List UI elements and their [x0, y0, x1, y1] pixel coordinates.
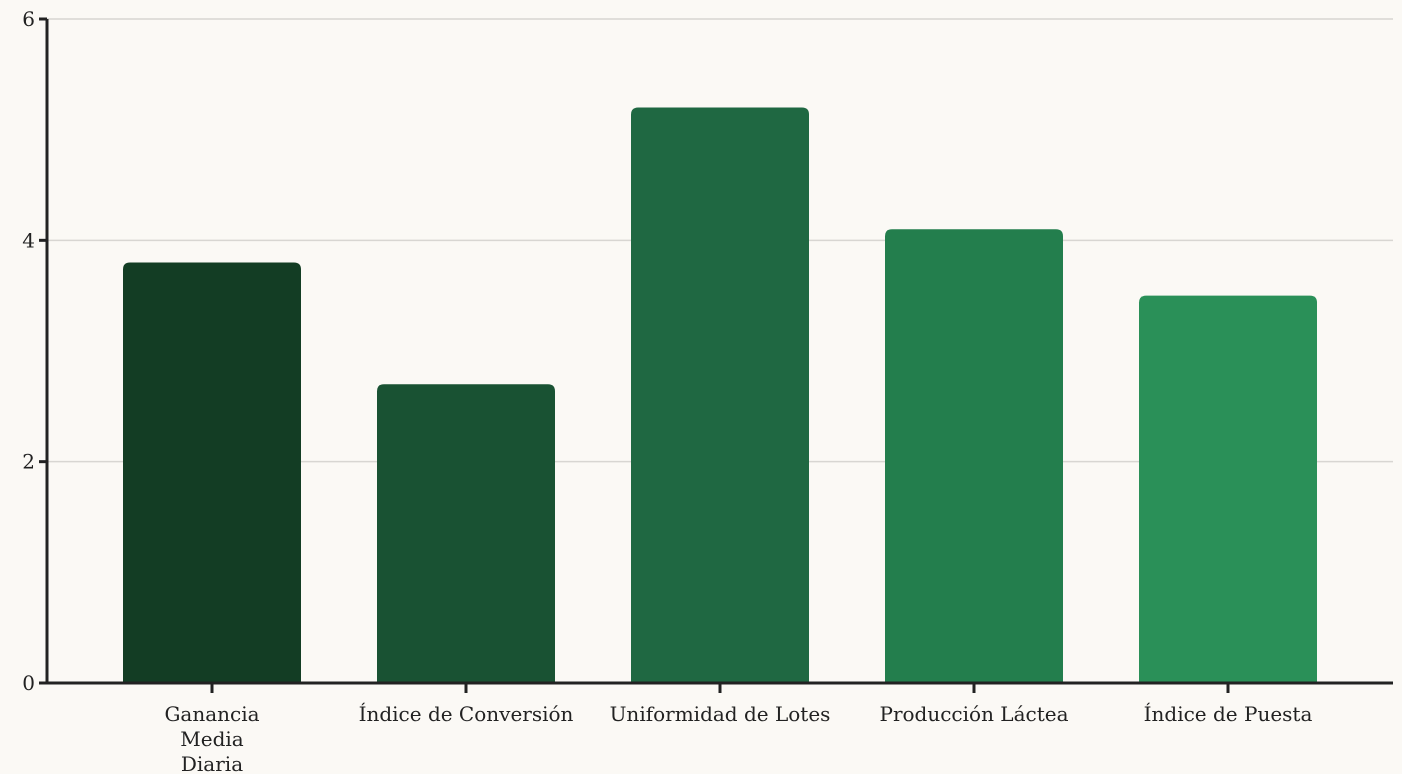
y-axis-ticks: 0 2 4 6	[22, 7, 47, 695]
x-tick-label-0: Ganancia Media Diaria	[164, 702, 259, 774]
x-tick-label-3: Producción Láctea	[879, 702, 1068, 726]
y-tick-label-3: 6	[22, 7, 35, 31]
x-axis-ticks: Ganancia Media Diaria Índice de Conversión U…	[164, 683, 1312, 774]
x-tick-label-4: Índice de Puesta	[1144, 702, 1313, 726]
bar-2	[377, 384, 555, 683]
bar-4	[885, 229, 1063, 683]
bar-1	[123, 262, 301, 683]
y-tick-label-1: 2	[22, 450, 35, 474]
bar-5	[1139, 295, 1317, 683]
bar-3	[631, 107, 809, 684]
x-tick-label-1: Índice de Conversión	[359, 702, 574, 726]
y-tick-label-0: 0	[22, 671, 35, 695]
bars	[123, 107, 1317, 684]
x-tick-label-2: Uniformidad de Lotes	[610, 702, 831, 726]
y-tick-label-2: 4	[22, 228, 35, 252]
